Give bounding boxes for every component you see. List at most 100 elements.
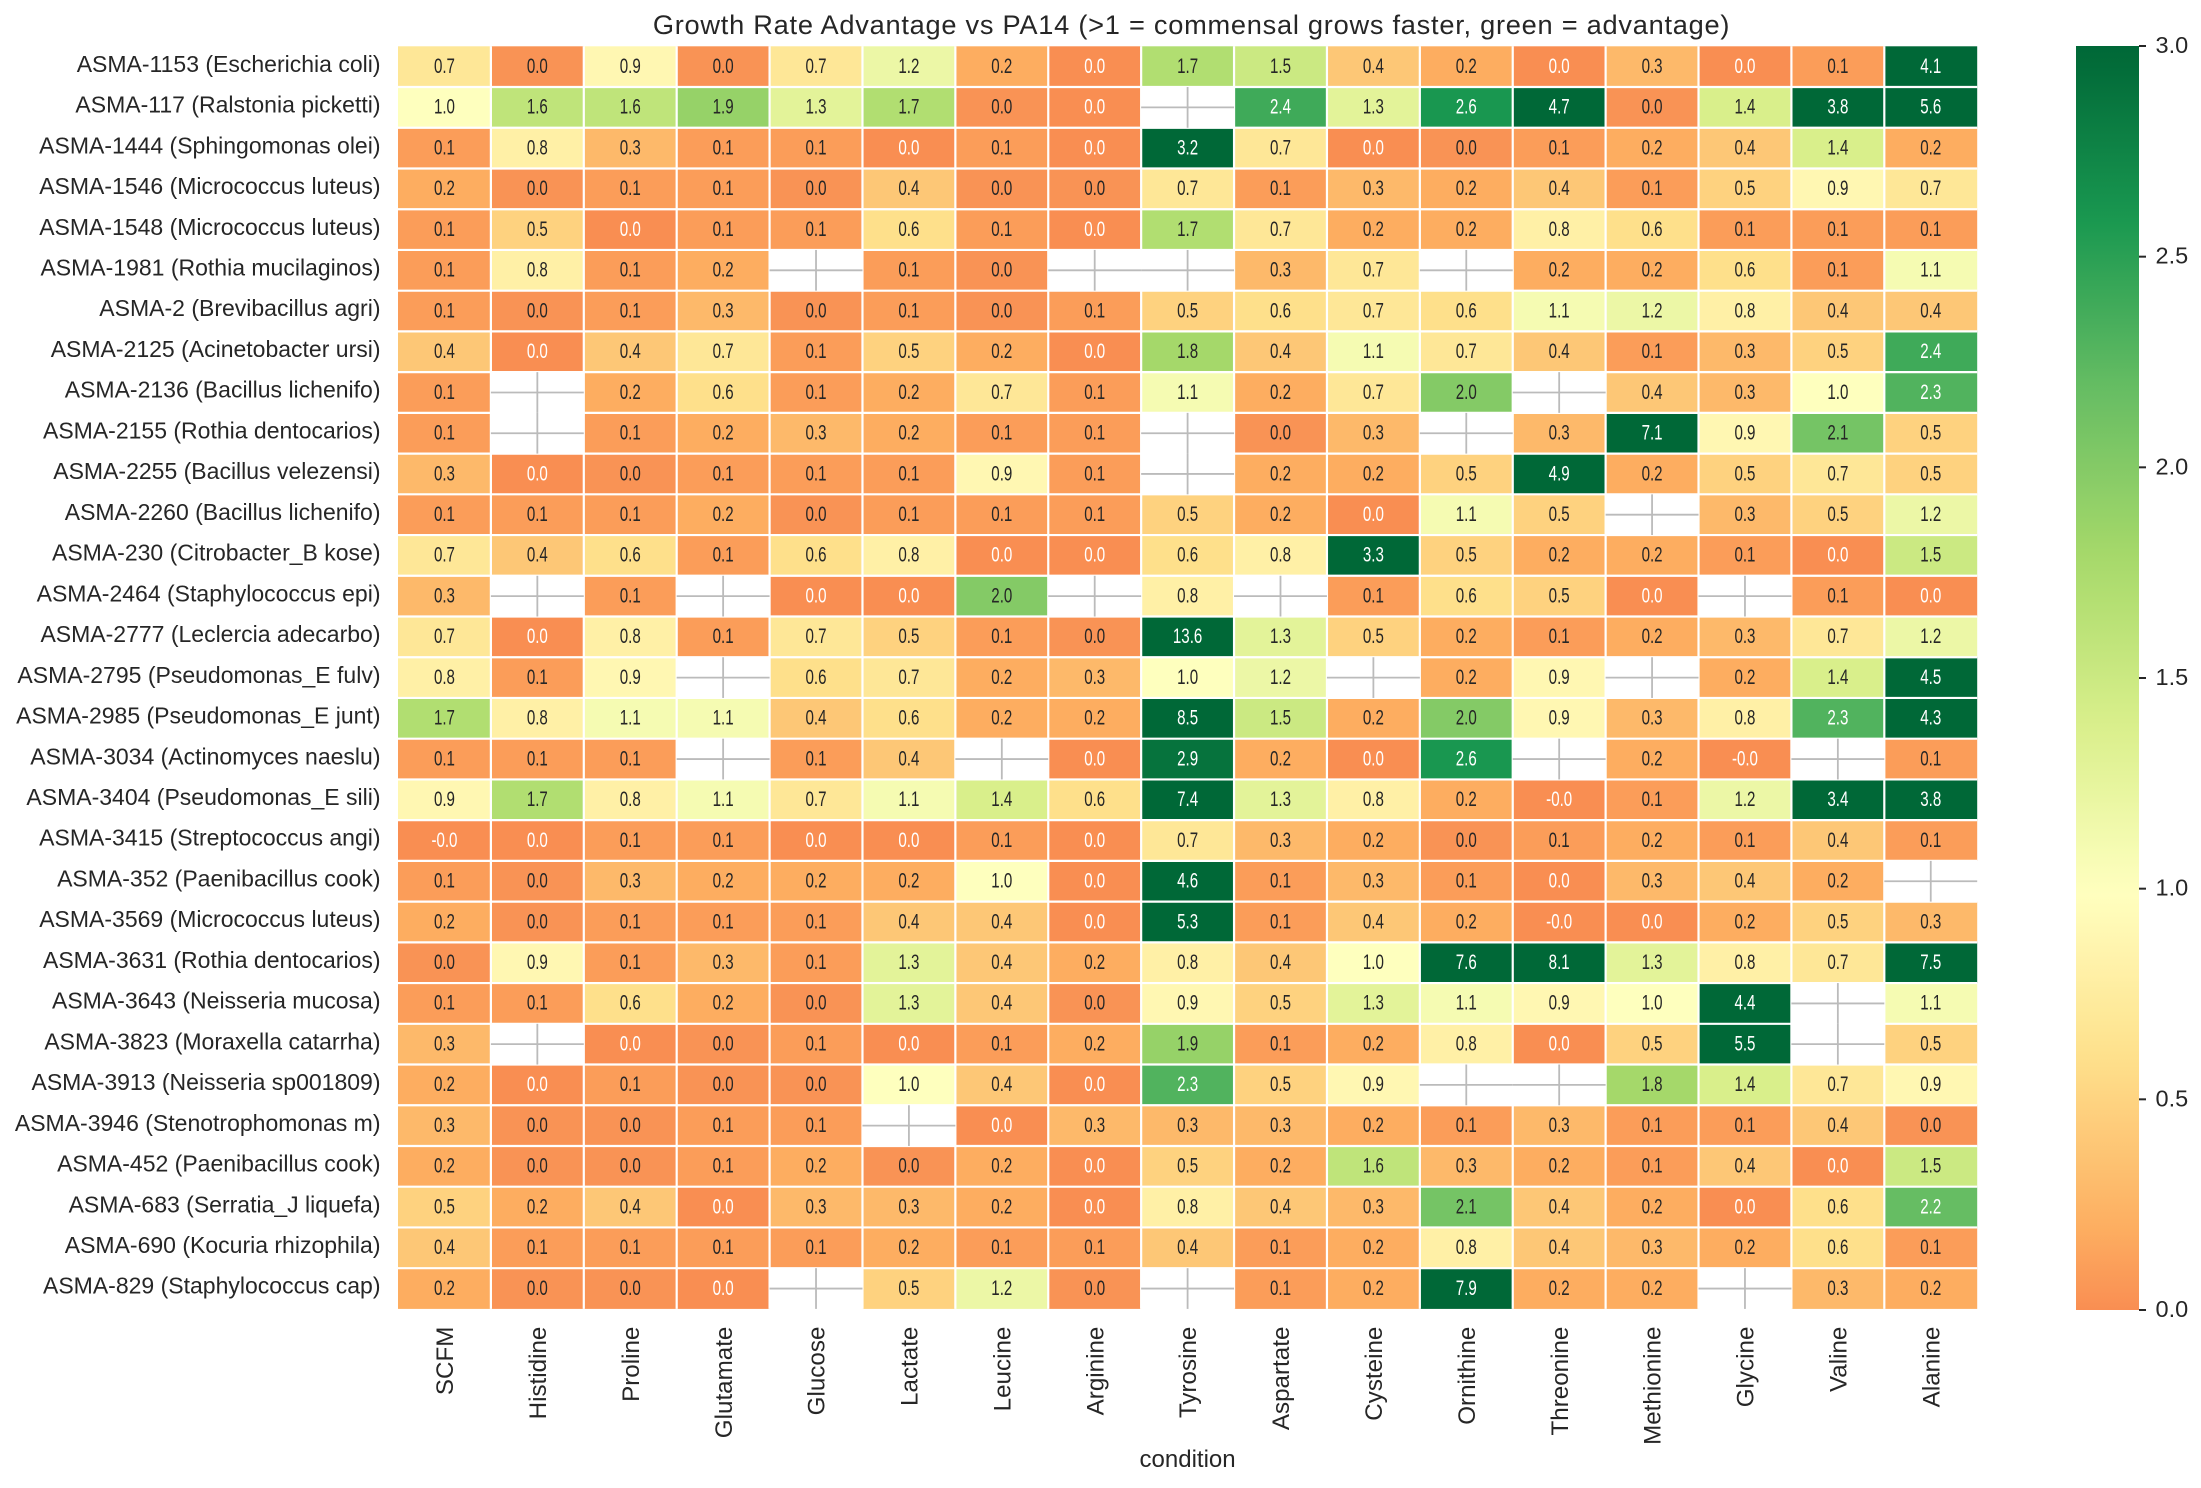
svg-text:0.6: 0.6 (806, 544, 827, 567)
svg-text:0.0: 0.0 (1549, 55, 1570, 78)
svg-text:0.0: 0.0 (527, 1277, 548, 1300)
svg-text:0.2: 0.2 (434, 177, 455, 200)
svg-text:ASMA-3415 (Streptococcus angi): ASMA-3415 (Streptococcus angi) (39, 825, 380, 851)
svg-text:0.0: 0.0 (1363, 747, 1384, 770)
svg-text:0.1: 0.1 (1549, 136, 1570, 159)
svg-text:0.1: 0.1 (1827, 55, 1848, 78)
svg-text:0.9: 0.9 (1734, 422, 1755, 445)
svg-text:0.4: 0.4 (527, 544, 548, 567)
svg-text:Ornithine: Ornithine (1454, 1327, 1481, 1425)
svg-text:3.4: 3.4 (1827, 788, 1848, 811)
svg-text:0.3: 0.3 (620, 136, 641, 159)
svg-text:0.2: 0.2 (1363, 829, 1384, 852)
svg-text:0.3: 0.3 (1827, 1277, 1848, 1300)
svg-text:0.2: 0.2 (991, 1195, 1012, 1218)
svg-text:0.6: 0.6 (1734, 259, 1755, 282)
svg-text:0.1: 0.1 (991, 136, 1012, 159)
svg-text:0.8: 0.8 (1177, 951, 1198, 974)
svg-text:0.1: 0.1 (527, 666, 548, 689)
svg-text:1.0: 1.0 (2156, 875, 2189, 901)
svg-text:1.0: 1.0 (434, 96, 455, 119)
svg-text:0.0: 0.0 (806, 992, 827, 1015)
svg-text:1.4: 1.4 (1734, 1073, 1755, 1096)
svg-text:0.5: 0.5 (1920, 462, 1941, 485)
svg-text:0.7: 0.7 (806, 625, 827, 648)
svg-text:0.0: 0.0 (806, 829, 827, 852)
svg-text:0.1: 0.1 (1084, 422, 1105, 445)
svg-text:0.1: 0.1 (806, 136, 827, 159)
svg-text:0.0: 0.0 (1084, 1195, 1105, 1218)
svg-text:Histidine: Histidine (525, 1327, 552, 1420)
svg-text:0.7: 0.7 (1177, 829, 1198, 852)
svg-text:1.7: 1.7 (434, 707, 455, 730)
svg-text:0.0: 0.0 (527, 462, 548, 485)
svg-text:0.1: 0.1 (1549, 829, 1570, 852)
svg-text:0.2: 0.2 (713, 992, 734, 1015)
svg-text:ASMA-1981 (Rothia mucilaginos): ASMA-1981 (Rothia mucilaginos) (40, 255, 380, 281)
svg-text:Proline: Proline (618, 1327, 645, 1402)
svg-text:0.1: 0.1 (1642, 788, 1663, 811)
svg-text:0.1: 0.1 (1456, 1114, 1477, 1137)
svg-text:ASMA-2795 (Pseudomonas_E fulv): ASMA-2795 (Pseudomonas_E fulv) (17, 662, 380, 688)
svg-text:1.0: 1.0 (1363, 951, 1384, 974)
svg-text:ASMA-3034 (Actinomyces naeslu): ASMA-3034 (Actinomyces naeslu) (30, 743, 380, 769)
svg-text:0.4: 0.4 (991, 910, 1012, 933)
svg-text:0.2: 0.2 (1270, 503, 1291, 526)
svg-text:1.1: 1.1 (1456, 992, 1477, 1015)
svg-text:3.3: 3.3 (1363, 544, 1384, 567)
svg-text:Lactate: Lactate (897, 1327, 924, 1406)
svg-text:0.2: 0.2 (1642, 462, 1663, 485)
svg-text:0.1: 0.1 (1827, 218, 1848, 241)
svg-text:0.1: 0.1 (620, 951, 641, 974)
svg-text:0.1: 0.1 (434, 747, 455, 770)
svg-text:0.0: 0.0 (991, 177, 1012, 200)
svg-text:0.1: 0.1 (620, 503, 641, 526)
svg-text:0.0: 0.0 (1084, 218, 1105, 241)
svg-text:0.2: 0.2 (1734, 910, 1755, 933)
svg-text:0.2: 0.2 (713, 503, 734, 526)
svg-text:0.1: 0.1 (806, 218, 827, 241)
svg-text:0.0: 0.0 (1827, 1155, 1848, 1178)
svg-text:0.8: 0.8 (620, 788, 641, 811)
svg-text:0.0: 0.0 (1084, 1073, 1105, 1096)
svg-text:0.9: 0.9 (620, 55, 641, 78)
svg-text:ASMA-3631 (Rothia dentocarios): ASMA-3631 (Rothia dentocarios) (43, 947, 381, 973)
svg-text:0.1: 0.1 (713, 544, 734, 567)
svg-text:0.2: 0.2 (1642, 259, 1663, 282)
svg-text:Arginine: Arginine (1082, 1327, 1109, 1416)
svg-text:0.1: 0.1 (991, 503, 1012, 526)
svg-text:0.2: 0.2 (806, 1155, 827, 1178)
svg-text:0.5: 0.5 (1827, 910, 1848, 933)
svg-text:ASMA-2777 (Leclercia adecarbo): ASMA-2777 (Leclercia adecarbo) (40, 621, 380, 647)
svg-text:1.2: 1.2 (898, 55, 919, 78)
svg-text:0.7: 0.7 (1827, 625, 1848, 648)
svg-text:2.4: 2.4 (1920, 340, 1941, 363)
svg-text:0.4: 0.4 (1827, 829, 1848, 852)
svg-text:0.0: 0.0 (1084, 1277, 1105, 1300)
svg-text:0.3: 0.3 (1270, 1114, 1291, 1137)
svg-text:1.3: 1.3 (1270, 788, 1291, 811)
svg-text:0.2: 0.2 (1642, 747, 1663, 770)
svg-text:0.3: 0.3 (620, 870, 641, 893)
svg-text:0.3: 0.3 (434, 1114, 455, 1137)
svg-text:0.5: 0.5 (1734, 177, 1755, 200)
svg-text:0.3: 0.3 (1642, 870, 1663, 893)
svg-text:0.4: 0.4 (1920, 299, 1941, 322)
svg-text:0.0: 0.0 (1084, 55, 1105, 78)
svg-text:0.1: 0.1 (1642, 177, 1663, 200)
svg-text:1.6: 1.6 (527, 96, 548, 119)
svg-text:0.2: 0.2 (1363, 1114, 1384, 1137)
svg-text:0.1: 0.1 (713, 910, 734, 933)
svg-text:0.2: 0.2 (620, 381, 641, 404)
svg-text:0.2: 0.2 (1270, 1155, 1291, 1178)
svg-text:0.8: 0.8 (1177, 584, 1198, 607)
svg-text:1.3: 1.3 (1363, 992, 1384, 1015)
svg-text:0.1: 0.1 (620, 299, 641, 322)
svg-text:0.2: 0.2 (1734, 1236, 1755, 1259)
svg-text:0.1: 0.1 (1642, 340, 1663, 363)
svg-text:2.1: 2.1 (1827, 422, 1848, 445)
svg-text:0.6: 0.6 (806, 666, 827, 689)
svg-text:0.0: 0.0 (898, 1155, 919, 1178)
svg-text:0.8: 0.8 (527, 136, 548, 159)
svg-text:0.2: 0.2 (1363, 462, 1384, 485)
